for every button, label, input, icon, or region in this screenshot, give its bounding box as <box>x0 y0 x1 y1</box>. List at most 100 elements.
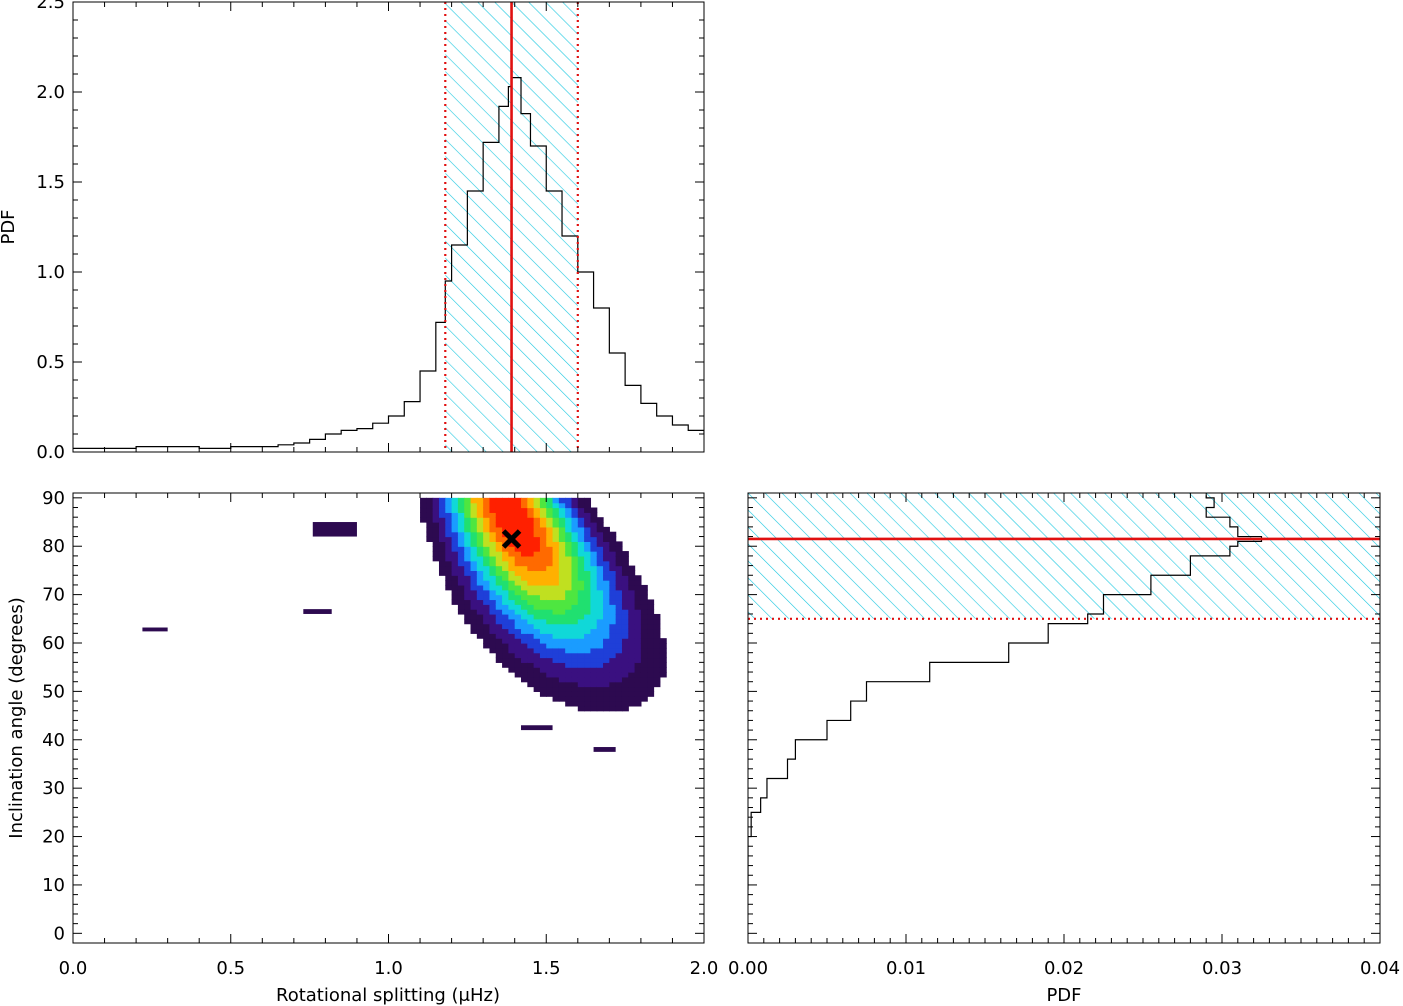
density-cell <box>558 551 566 557</box>
density-cell <box>565 618 573 625</box>
density-cell <box>609 541 617 547</box>
density-cell <box>565 638 573 644</box>
density-cell <box>565 526 573 533</box>
density-cell <box>476 512 484 518</box>
density-cell <box>489 570 497 576</box>
density-cell <box>489 536 497 542</box>
density-cell <box>590 686 598 692</box>
density-cell <box>603 609 610 615</box>
credible-interval-band <box>748 493 1380 619</box>
density-cell <box>621 691 629 697</box>
density-cell <box>457 565 465 572</box>
density-cell <box>470 541 478 547</box>
density-cell <box>420 507 427 513</box>
density-cell <box>432 497 440 504</box>
density-cell <box>558 652 566 659</box>
density-cell <box>577 628 585 634</box>
density-cell <box>527 560 535 567</box>
density-cell <box>483 604 491 610</box>
density-cell <box>584 575 592 581</box>
density-cell <box>628 618 636 625</box>
density-cell <box>659 647 667 654</box>
density-cell <box>615 609 623 615</box>
density-cell <box>546 546 554 552</box>
density-cell <box>647 633 655 639</box>
density-cell <box>464 594 472 601</box>
density-cell <box>539 584 547 591</box>
density-cell <box>565 570 573 576</box>
density-cell <box>521 676 528 683</box>
density-cell <box>426 502 434 509</box>
density-cell <box>571 517 579 523</box>
panel-a-x-ticks <box>72 2 705 452</box>
density-cell <box>615 594 623 601</box>
density-cell <box>539 672 547 678</box>
panel-a-y-label: PDF <box>0 209 19 244</box>
density-cell <box>552 618 560 625</box>
density-cell <box>653 613 661 620</box>
density-cell <box>590 546 598 552</box>
density-cell <box>521 497 528 504</box>
density-cell <box>621 696 629 702</box>
density-cell <box>590 696 598 702</box>
density-cell <box>495 647 503 654</box>
density-cell <box>552 584 560 591</box>
density-cell <box>584 647 592 654</box>
density-cell <box>565 662 573 668</box>
density-cell <box>495 657 503 663</box>
density-cell <box>464 560 472 567</box>
density-cell <box>647 618 655 625</box>
y-tick-label: 2.0 <box>36 82 65 103</box>
density-cell <box>546 565 554 572</box>
density-cell <box>539 618 547 625</box>
density-cell <box>464 507 472 513</box>
density-cell <box>577 638 585 644</box>
density-cell <box>558 541 566 547</box>
density-cell <box>489 604 497 610</box>
density-cell <box>489 522 497 528</box>
density-cell <box>476 522 484 528</box>
density-cell <box>445 517 453 523</box>
density-cell <box>495 565 503 572</box>
density-cell <box>464 584 472 591</box>
density-cell <box>502 580 509 586</box>
density-cell <box>533 638 541 644</box>
density-cell <box>577 517 585 523</box>
density-cell <box>495 517 503 523</box>
density-cell <box>495 546 503 552</box>
density-cell <box>457 531 465 538</box>
density-cell <box>483 575 491 581</box>
density-cell <box>521 575 528 581</box>
panel-c-x-label: PDF <box>1046 985 1081 1006</box>
density-cell <box>552 599 560 605</box>
density-cell <box>628 657 636 663</box>
density-cell <box>577 696 585 702</box>
density-cell <box>502 652 509 659</box>
density-cell <box>514 618 522 625</box>
density-cell <box>577 507 585 513</box>
density-cell <box>558 536 566 542</box>
density-cell <box>653 672 661 678</box>
density-cell <box>495 507 503 513</box>
density-cell <box>621 633 629 639</box>
density-cell <box>577 531 585 538</box>
density-cell <box>502 594 509 601</box>
density-cell <box>647 686 655 692</box>
density-cell <box>470 628 478 634</box>
density-cell <box>451 522 459 528</box>
density-cell <box>502 575 509 581</box>
density-cell <box>489 565 497 572</box>
density-cell <box>640 647 648 654</box>
density-cell <box>584 613 592 620</box>
density-cell <box>615 584 623 591</box>
density-cell <box>508 541 516 547</box>
density-cell <box>634 686 642 692</box>
panel-b-x-ticks: 0.0 0.5 1.0 1.5 2.0 <box>59 493 718 979</box>
density-cell <box>432 502 440 509</box>
density-cell <box>527 502 535 509</box>
density-cell <box>634 647 642 654</box>
density-cell <box>653 657 661 663</box>
panel-b-x-label: Rotational splitting (μHz) <box>276 985 500 1006</box>
panel-b-best-fit-marker <box>501 529 522 549</box>
density-cell <box>489 497 497 504</box>
